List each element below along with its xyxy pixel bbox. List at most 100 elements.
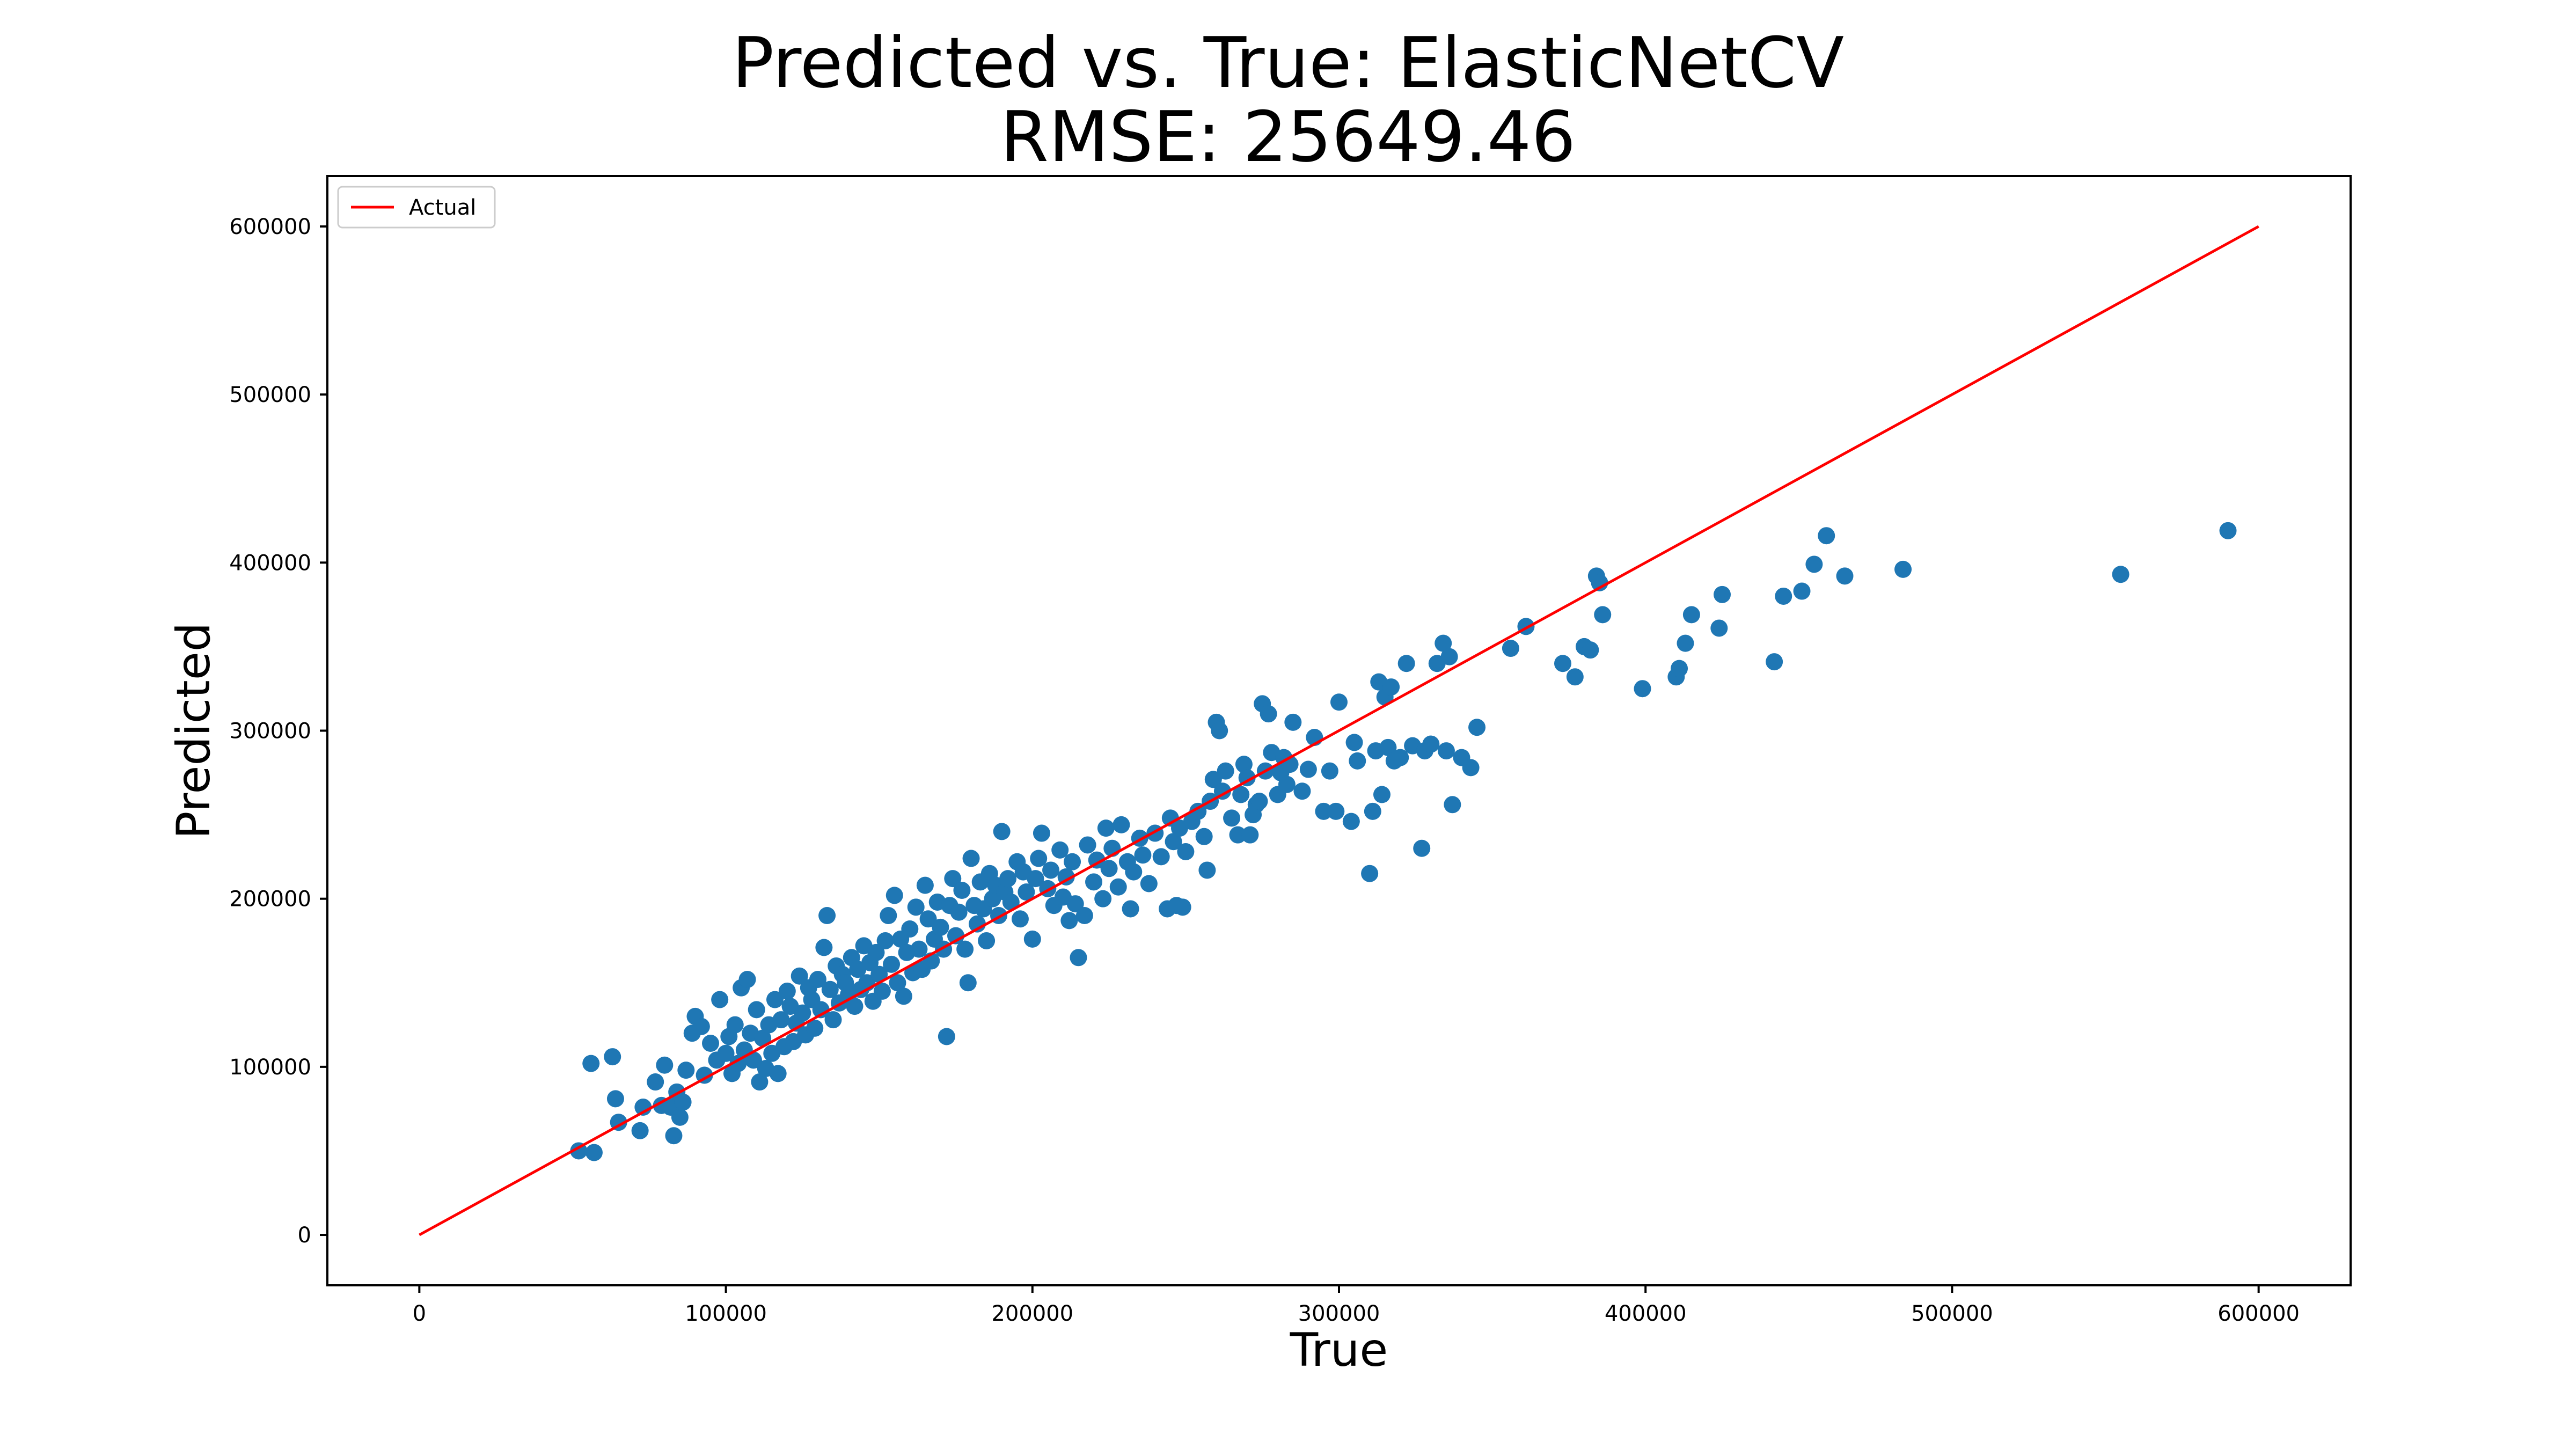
data-point xyxy=(1364,802,1381,820)
data-point xyxy=(1775,587,1792,605)
data-point xyxy=(815,939,833,956)
x-axis-label: True xyxy=(1290,1323,1388,1377)
data-point xyxy=(1260,705,1277,723)
data-point xyxy=(1060,912,1078,930)
data-point xyxy=(916,876,934,894)
data-point xyxy=(717,1044,735,1062)
data-point xyxy=(1462,759,1480,777)
y-tick-label: 100000 xyxy=(229,1055,311,1080)
data-point xyxy=(910,940,928,958)
data-point xyxy=(818,907,836,924)
data-point xyxy=(1122,900,1139,918)
data-point xyxy=(1033,824,1050,842)
x-tick-label: 0 xyxy=(413,1301,426,1326)
data-point xyxy=(1113,816,1130,833)
data-point xyxy=(665,1127,683,1145)
data-point xyxy=(932,918,949,936)
data-point xyxy=(1714,586,1731,603)
data-point xyxy=(674,1093,692,1111)
data-point xyxy=(1361,865,1379,882)
data-point xyxy=(1027,870,1044,888)
data-point xyxy=(953,882,971,899)
data-point xyxy=(582,1055,600,1072)
x-tick-label: 500000 xyxy=(1911,1301,1993,1326)
data-point xyxy=(1502,640,1519,657)
data-point xyxy=(870,965,888,983)
data-point xyxy=(1299,760,1317,778)
data-point xyxy=(1315,802,1333,820)
data-point xyxy=(944,870,962,888)
data-point xyxy=(1152,848,1170,866)
data-point xyxy=(748,1001,765,1019)
y-axis-ticks: 0 100000 200000 300000 400000 500000 600000 xyxy=(229,215,327,1248)
data-point xyxy=(1793,582,1811,600)
legend-box xyxy=(337,186,496,229)
data-point xyxy=(919,910,937,928)
data-point xyxy=(1109,878,1127,896)
data-point xyxy=(1634,680,1651,698)
data-point xyxy=(1211,722,1228,740)
data-point xyxy=(1002,893,1020,911)
data-point xyxy=(1204,771,1222,788)
y-tick-label: 500000 xyxy=(229,383,311,407)
legend-label-actual: Actual xyxy=(409,195,476,220)
data-point xyxy=(631,1122,649,1139)
data-point xyxy=(1229,826,1247,844)
data-point xyxy=(1018,883,1035,901)
data-point xyxy=(1440,648,1458,665)
data-point xyxy=(1140,875,1158,892)
data-point xyxy=(656,1056,674,1074)
data-point xyxy=(1327,802,1345,820)
data-point xyxy=(824,1011,842,1029)
data-point xyxy=(1011,910,1029,928)
data-point xyxy=(1413,839,1431,857)
data-point xyxy=(671,1108,689,1126)
data-point xyxy=(1437,742,1455,760)
data-point xyxy=(1582,641,1599,659)
x-tick-label: 200000 xyxy=(991,1301,1073,1326)
data-point xyxy=(766,991,784,1008)
data-point xyxy=(1195,828,1213,845)
data-point xyxy=(1064,853,1081,870)
data-point xyxy=(1594,606,1612,624)
data-point xyxy=(885,887,903,904)
x-axis-ticks: 0 100000 200000 300000 400000 500000 600000 xyxy=(413,1285,2300,1326)
data-point xyxy=(1671,660,1688,677)
data-point xyxy=(1223,809,1241,827)
data-point xyxy=(846,998,863,1015)
x-tick-label: 400000 xyxy=(1605,1301,1687,1326)
data-point xyxy=(2112,566,2129,583)
data-point xyxy=(711,991,729,1008)
data-point xyxy=(1894,560,1912,578)
data-point xyxy=(812,1001,830,1019)
data-point xyxy=(1165,833,1182,851)
data-point xyxy=(999,870,1017,888)
data-point xyxy=(1444,796,1461,814)
data-point xyxy=(1379,738,1397,756)
data-point xyxy=(1217,762,1234,780)
data-point xyxy=(1422,735,1440,753)
data-point xyxy=(751,1073,769,1091)
data-point xyxy=(1345,734,1363,751)
data-point xyxy=(1134,846,1152,864)
data-point xyxy=(889,974,906,992)
data-point xyxy=(1241,826,1259,844)
y-axis-label: Predicted xyxy=(167,623,221,839)
data-point xyxy=(1177,843,1195,860)
data-point xyxy=(867,943,885,961)
y-tick-label: 0 xyxy=(298,1223,311,1248)
data-point xyxy=(1591,574,1608,591)
data-point xyxy=(907,898,925,916)
data-point xyxy=(1051,841,1069,859)
data-point xyxy=(1682,606,1700,624)
data-point xyxy=(738,971,756,989)
data-point xyxy=(1293,782,1311,800)
data-point xyxy=(1836,567,1854,585)
data-point xyxy=(1094,890,1112,908)
data-point xyxy=(1284,713,1302,731)
data-point xyxy=(778,982,796,1000)
data-point xyxy=(647,1073,664,1091)
data-point xyxy=(744,1051,762,1069)
data-point xyxy=(962,850,980,867)
data-point xyxy=(1710,619,1728,637)
